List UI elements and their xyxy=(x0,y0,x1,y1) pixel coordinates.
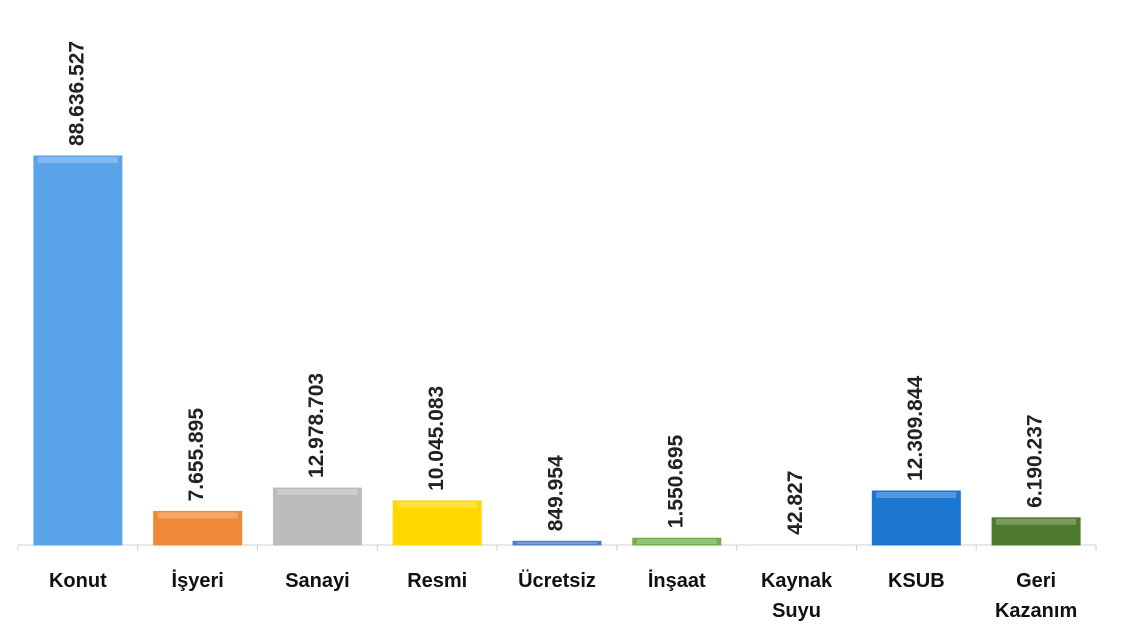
data-label: 10.045.083 xyxy=(425,386,448,491)
bar xyxy=(272,487,362,546)
x-tick-label: KSUB xyxy=(887,570,945,592)
bar-highlight xyxy=(37,157,118,163)
bar-highlight xyxy=(517,542,597,544)
bar xyxy=(991,517,1081,546)
data-label: 7.655.895 xyxy=(185,408,208,502)
x-tick-label: Geri Kazanım xyxy=(994,570,1078,622)
bar xyxy=(512,540,602,546)
data-label: 1.550.695 xyxy=(664,434,687,528)
x-tick-label: Konut xyxy=(48,570,107,592)
data-label: 6.190.237 xyxy=(1024,414,1047,507)
data-label: 12.309.844 xyxy=(904,376,927,481)
bar-highlight xyxy=(397,501,478,508)
bar-highlight xyxy=(996,518,1077,525)
bar-highlight xyxy=(636,539,717,544)
bar xyxy=(392,500,482,546)
data-label: 849.954 xyxy=(545,455,568,531)
data-label: 88.636.527 xyxy=(65,41,88,146)
bar-highlight xyxy=(157,512,238,519)
x-tick-label: Ücretsiz xyxy=(518,570,596,592)
data-label: 42.827 xyxy=(784,471,807,535)
x-tick-label: Resmi xyxy=(407,570,468,592)
x-tick-label: İşyeri xyxy=(171,570,224,592)
bar xyxy=(871,490,961,546)
x-tick-label: Kaynak Suyu xyxy=(760,570,833,622)
x-tick-label: İnşaat xyxy=(647,570,706,592)
bar xyxy=(153,510,243,546)
x-tick-label: Sanayi xyxy=(285,570,350,592)
bar-highlight xyxy=(277,489,358,496)
bar-highlight xyxy=(876,491,957,498)
data-label: 12.978.703 xyxy=(305,373,328,478)
bar xyxy=(33,155,123,546)
bar xyxy=(632,537,722,546)
